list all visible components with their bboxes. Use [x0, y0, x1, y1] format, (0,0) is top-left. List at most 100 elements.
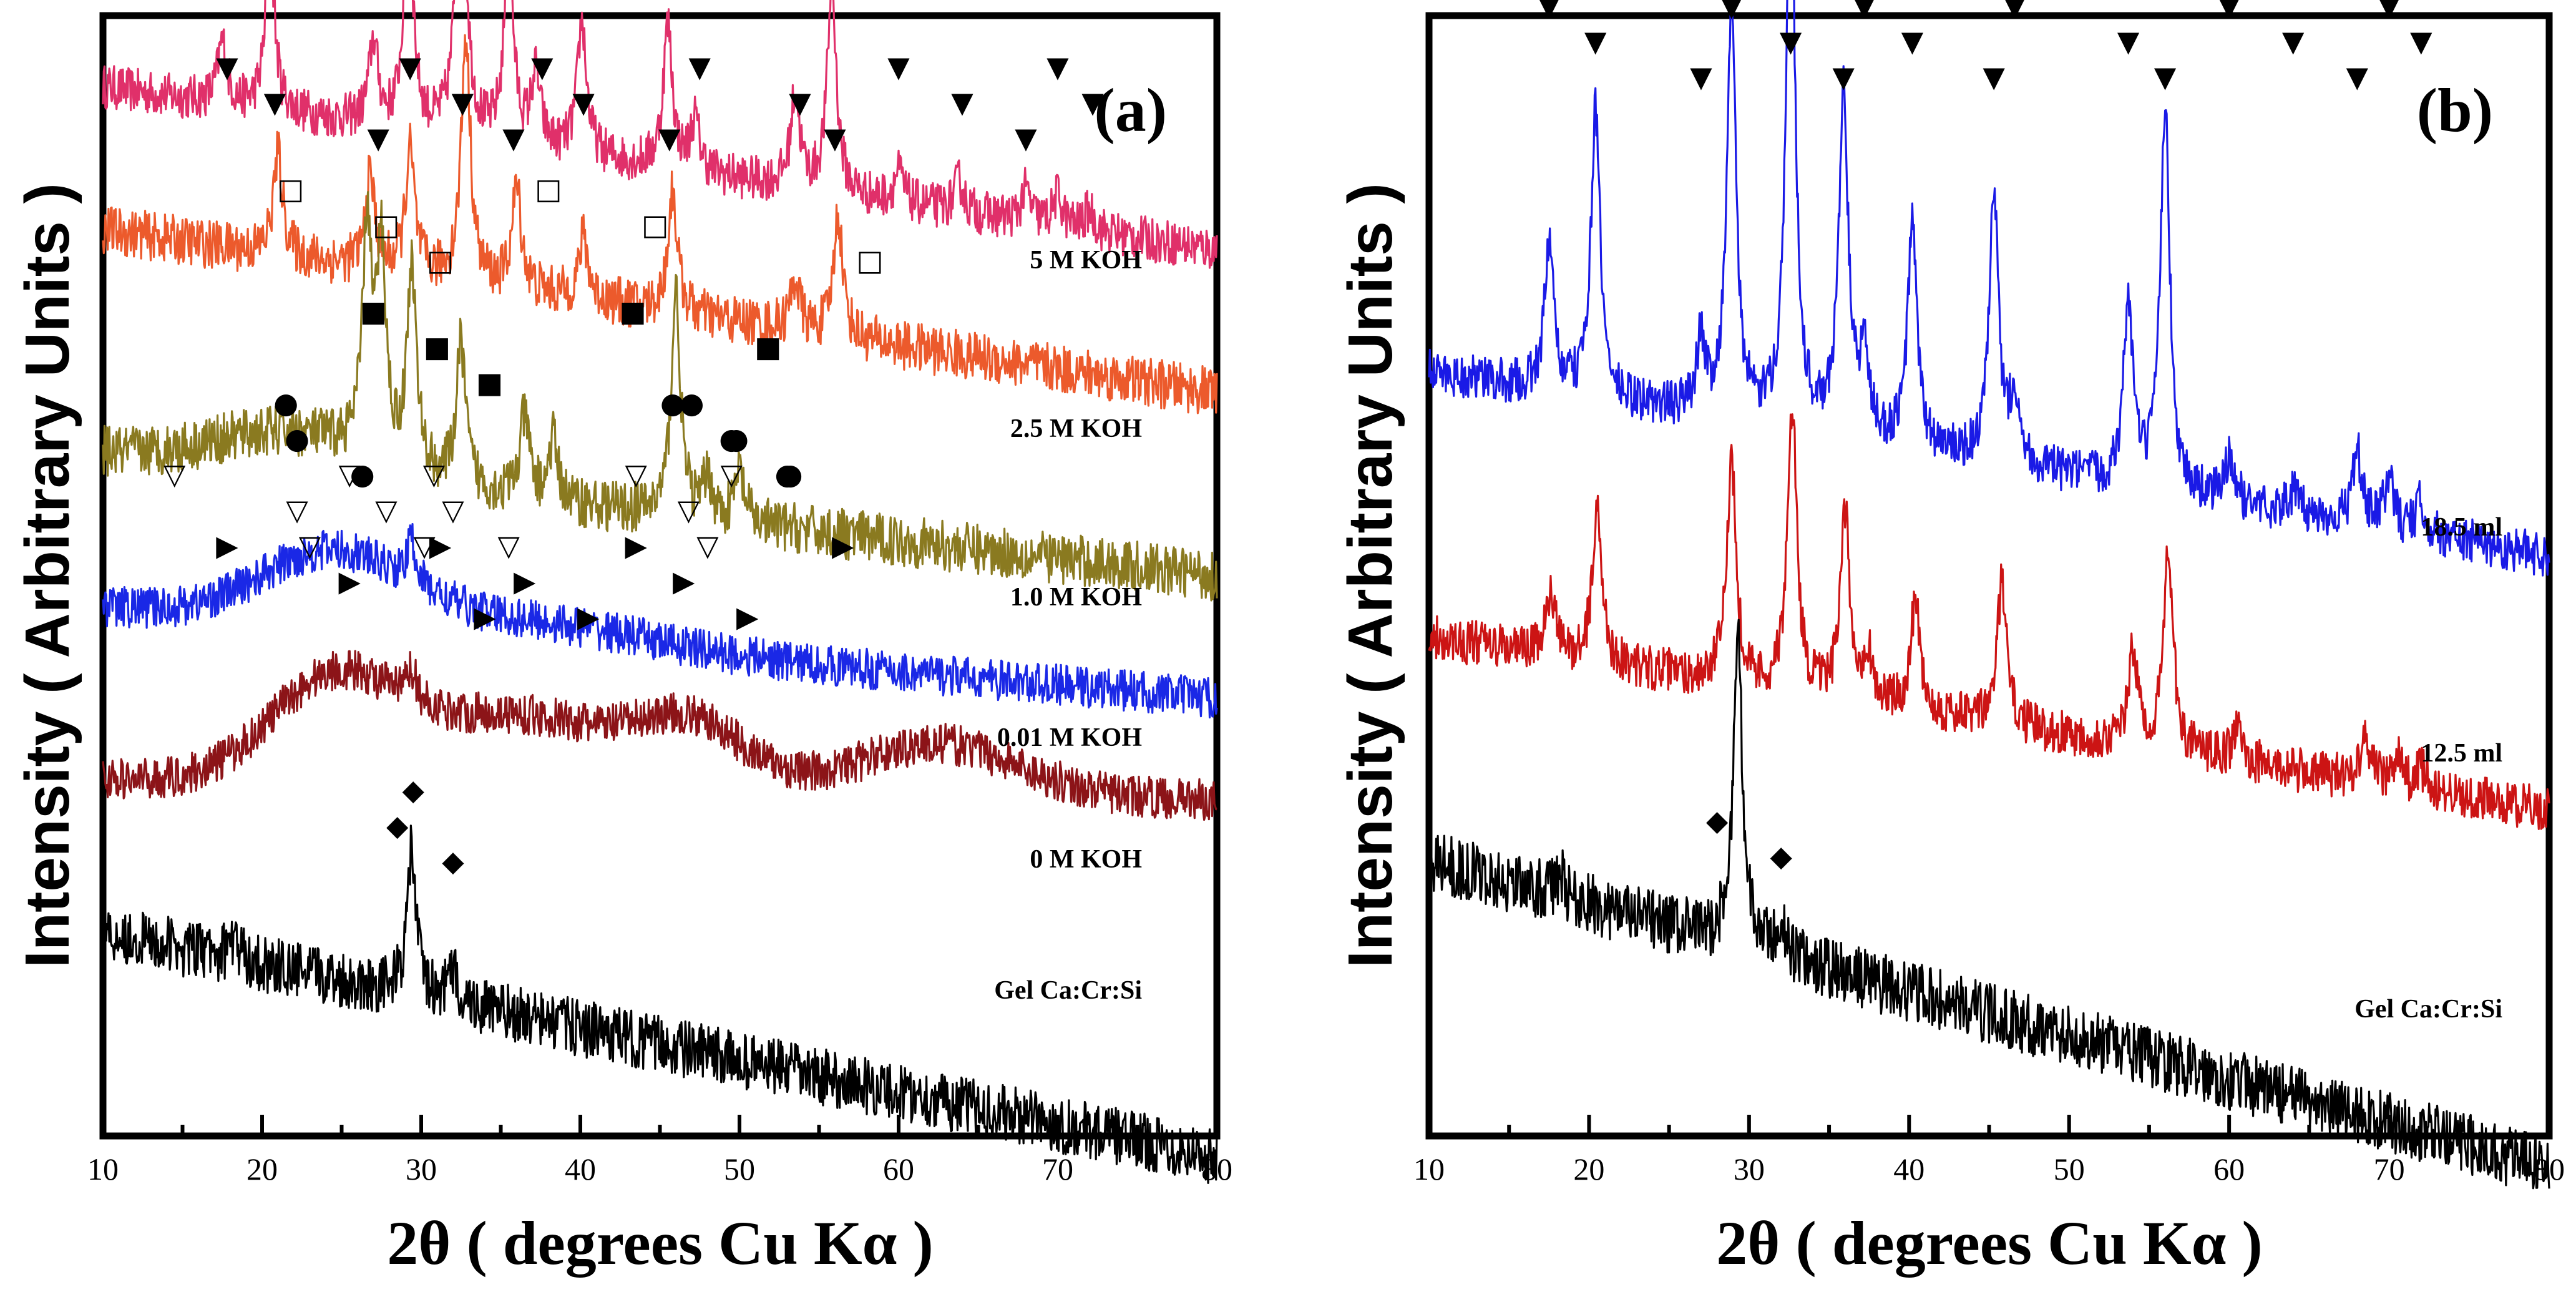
series-5-m-koh [102, 0, 1218, 269]
marker-open-down-triangle: ▽ [163, 458, 186, 491]
x-tick-label: 50 [2054, 1152, 2085, 1187]
marker-filled-right-triangle: ▶ [625, 529, 648, 562]
marker-filled-down-triangle: ▼ [367, 121, 389, 155]
marker-filled-diamond: ◆ [442, 844, 464, 878]
marker-filled-down-triangle: ▼ [2218, 0, 2240, 22]
marker-filled-down-triangle: ▼ [1780, 24, 1802, 58]
series-label: 0.01 M KOH [997, 723, 1142, 752]
series-gel-ca-cr-si [102, 825, 1218, 1184]
marker-filled-down-triangle: ▼ [1046, 50, 1069, 84]
marker-filled-down-triangle: ▼ [2378, 0, 2401, 22]
panel-a-tag: (a) [1094, 76, 1167, 145]
series-label: 5 M KOH [1030, 246, 1142, 275]
panel-a-markers: ▼▼▼▼▼▼▼▼▼▼▼▼▼▼▼▼▼□□□□□□■■■■■●●●●●●●●●▽▽▽… [163, 50, 1104, 878]
panel-a: (a) Intensity ( Arbitrary Units ) 2θ ( d… [12, 0, 1232, 1278]
marker-filled-down-triangle: ▼ [951, 86, 973, 119]
marker-open-square: □ [277, 172, 304, 206]
marker-open-down-triangle: ▽ [423, 458, 446, 491]
series-label: 1.0 M KOH [1010, 583, 1142, 612]
panel-b-frame [1425, 12, 2553, 1140]
series-12-5-ml [1428, 413, 2550, 830]
marker-filled-right-triangle: ▶ [832, 529, 854, 562]
x-tick-label: 60 [2213, 1152, 2245, 1187]
panel-b-tag: (b) [2417, 76, 2493, 145]
series-0-01-m-koh [102, 523, 1218, 719]
marker-filled-square: ■ [424, 330, 451, 364]
panel-b-xlabel: 2θ ( degrees Cu Kα ) [1716, 1208, 2263, 1278]
x-tick-label: 50 [724, 1152, 755, 1187]
marker-filled-circle: ● [778, 458, 803, 491]
marker-filled-circle: ● [660, 386, 685, 419]
marker-filled-down-triangle: ▼ [531, 50, 554, 84]
marker-open-down-triangle: ▽ [625, 458, 648, 491]
marker-filled-right-triangle: ▶ [339, 564, 361, 598]
marker-open-down-triangle: ▽ [339, 458, 361, 491]
panel-b-ticks: 10 20 30 40 50 60 70 80 [1413, 1115, 2565, 1187]
marker-filled-down-triangle: ▼ [1832, 60, 1855, 94]
marker-open-square: □ [373, 208, 399, 242]
x-tick-label: 40 [1893, 1152, 1925, 1187]
marker-filled-down-triangle: ▼ [1584, 24, 1607, 58]
marker-filled-circle: ● [350, 458, 375, 491]
marker-filled-circle: ● [774, 458, 799, 491]
marker-filled-down-triangle: ▼ [264, 86, 286, 119]
marker-filled-right-triangle: ▶ [429, 529, 452, 562]
marker-filled-down-triangle: ▼ [399, 50, 421, 84]
marker-filled-down-triangle: ▼ [1983, 60, 2005, 94]
marker-open-square: □ [535, 172, 562, 206]
x-tick-label: 20 [246, 1152, 278, 1187]
marker-filled-down-triangle: ▼ [824, 121, 846, 155]
marker-filled-right-triangle: ▶ [216, 529, 238, 562]
x-tick-label: 40 [565, 1152, 596, 1187]
series-gel-ca-cr-si [1428, 619, 2550, 1190]
marker-open-down-triangle: ▽ [721, 458, 743, 491]
marker-filled-diamond: ◆ [402, 773, 425, 807]
marker-filled-down-triangle: ▼ [789, 86, 811, 119]
marker-open-down-triangle: ▽ [498, 529, 520, 562]
marker-filled-square: ■ [476, 366, 503, 399]
x-tick-label: 20 [1573, 1152, 1604, 1187]
marker-filled-right-triangle: ▶ [577, 600, 600, 634]
series-label: Gel Ca:Cr:Si [994, 976, 1142, 1005]
panel-b-ylabel: Intensity ( Arbitrary Units ) [1335, 183, 1405, 968]
marker-filled-down-triangle: ▼ [2410, 24, 2432, 58]
marker-filled-square: ■ [360, 295, 387, 328]
panel-a-ylabel: Intensity ( Arbitrary Units ) [12, 183, 82, 968]
series-label: 0 M KOH [1030, 845, 1142, 874]
marker-filled-down-triangle: ▼ [1720, 0, 1743, 22]
marker-filled-right-triangle: ▶ [514, 564, 536, 598]
series-label: Gel Ca:Cr:Si [2354, 995, 2502, 1024]
x-tick-label: 30 [1734, 1152, 1765, 1187]
marker-filled-circle: ● [724, 422, 749, 456]
marker-filled-circle: ● [679, 386, 704, 419]
marker-open-down-triangle: ▽ [442, 493, 464, 527]
x-tick-label: 10 [87, 1152, 119, 1187]
x-tick-label: 60 [883, 1152, 914, 1187]
marker-filled-down-triangle: ▼ [658, 121, 681, 155]
marker-open-down-triangle: ▽ [678, 493, 700, 527]
marker-filled-right-triangle: ▶ [673, 564, 695, 598]
panel-b: (b) Intensity ( Arbitrary Units ) 2θ ( d… [1335, 0, 2565, 1278]
marker-filled-down-triangle: ▼ [452, 86, 474, 119]
marker-filled-down-triangle: ▼ [502, 121, 525, 155]
series-label: 2.5 M KOH [1010, 414, 1142, 443]
marker-open-down-triangle: ▽ [375, 493, 398, 527]
x-tick-label: 10 [1413, 1152, 1445, 1187]
marker-filled-diamond: ◆ [1706, 803, 1729, 837]
marker-filled-down-triangle: ▼ [1015, 121, 1037, 155]
marker-filled-down-triangle: ▼ [572, 86, 595, 119]
marker-filled-down-triangle: ▼ [1901, 24, 1924, 58]
marker-open-down-triangle: ▽ [413, 529, 436, 562]
x-tick-label: 70 [1042, 1152, 1073, 1187]
series-18-5-ml [1428, 0, 2550, 577]
marker-filled-down-triangle: ▼ [216, 50, 238, 84]
panel-a-series-labels: 5 M KOH 2.5 M KOH 1.0 M KOH 0.01 M KOH 0 M K… [994, 246, 1142, 1005]
series-label: 18.5 ml [2421, 513, 2502, 542]
panel-b-markers: ▼ ▼ ▼ ▼ ▼ ▼ ▼ ▼ ▼ ▼ ▼ ▼ ▼ ▼ ▼ ▼ ▼ ◆ ◆ [1538, 0, 2433, 873]
x-tick-label: 30 [406, 1152, 437, 1187]
marker-filled-right-triangle: ▶ [474, 600, 496, 634]
marker-open-down-triangle: ▽ [286, 493, 308, 527]
marker-filled-square: ■ [754, 330, 781, 364]
marker-filled-down-triangle: ▼ [1538, 0, 1561, 22]
